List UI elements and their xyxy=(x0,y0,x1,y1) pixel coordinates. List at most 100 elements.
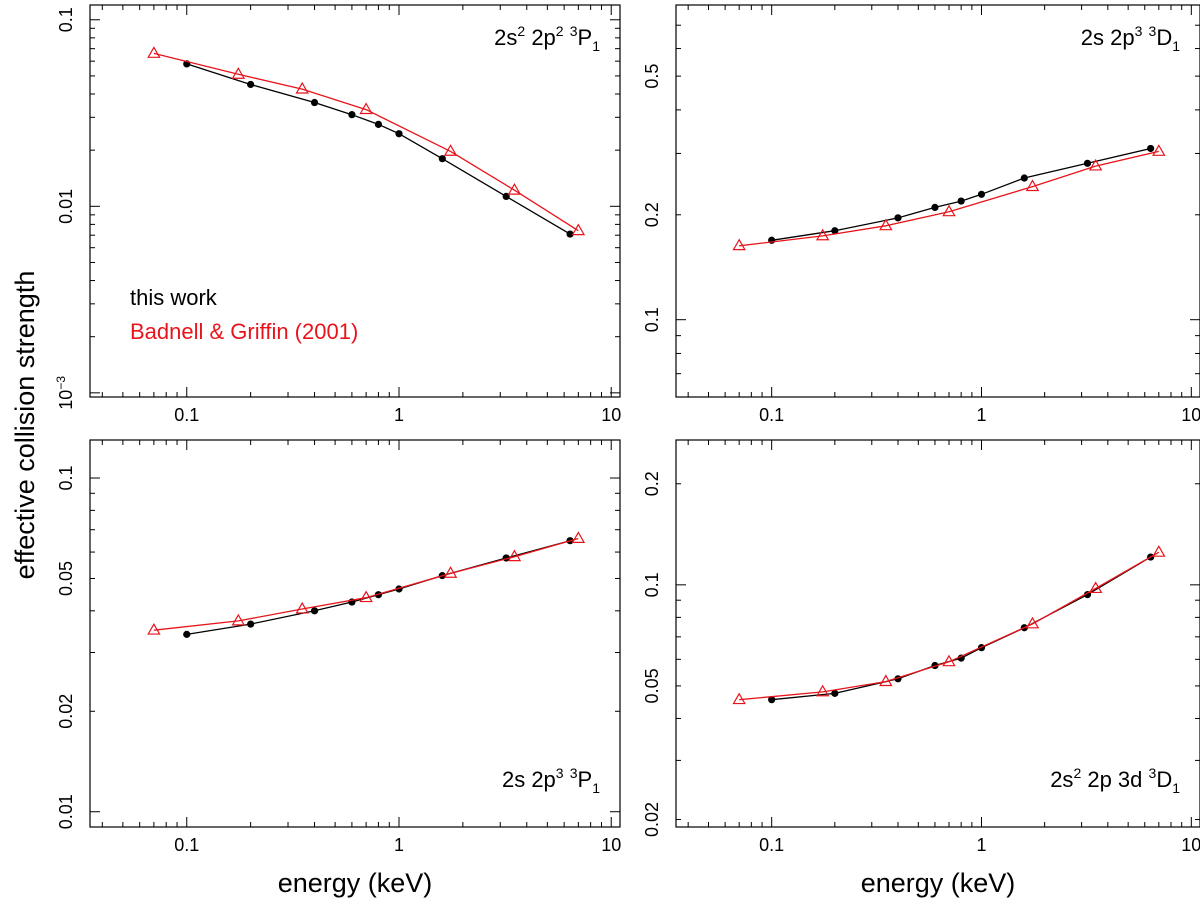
data-point xyxy=(443,566,458,578)
panel-title: 2s 2p3 3D1 xyxy=(1081,23,1180,54)
x-tick-label: 10 xyxy=(601,835,621,855)
plot-frame xyxy=(89,439,621,828)
data-point xyxy=(977,190,986,198)
x-tick-label: 0.1 xyxy=(759,835,784,855)
x-axis-label: energy (keV) xyxy=(861,868,1016,898)
data-point xyxy=(359,102,373,115)
data-point xyxy=(247,620,255,628)
panel-title-part: D xyxy=(1156,25,1172,50)
data-point xyxy=(231,67,246,79)
y-tick-label: 0.05 xyxy=(642,668,662,703)
panel-title-part: P xyxy=(578,767,593,792)
plot-frame xyxy=(675,439,1200,828)
panel-title-part: 2s 2p xyxy=(1081,25,1135,50)
data-point xyxy=(359,590,373,603)
x-tick-label: 1 xyxy=(976,835,986,855)
data-point xyxy=(147,622,161,635)
panel-title-part: 2 xyxy=(1073,765,1081,781)
series-line-1 xyxy=(739,551,1160,701)
y-tick-label: 0.1 xyxy=(56,7,76,32)
panel-title: 2s2 2p2 3P1 xyxy=(494,23,600,54)
data-point xyxy=(231,613,246,626)
panel-title-part: 2 xyxy=(517,23,525,39)
data-point xyxy=(374,120,383,128)
plot-frame xyxy=(675,4,1200,398)
y-tick-label: 0.02 xyxy=(642,802,662,837)
data-point xyxy=(957,197,965,205)
series-line-1 xyxy=(153,52,579,232)
data-point xyxy=(732,238,746,251)
data-point xyxy=(1020,174,1028,182)
panel-title-part: 3 xyxy=(570,23,578,39)
y-tick-label-exponent: −3 xyxy=(54,376,68,390)
data-point xyxy=(931,203,939,212)
panel-title-part: 3 xyxy=(1149,23,1157,39)
x-tick-label: 0.1 xyxy=(174,835,199,855)
y-tick-label: 10−3 xyxy=(54,376,76,410)
data-point xyxy=(831,689,839,697)
plot-frame xyxy=(89,4,621,398)
data-point xyxy=(295,601,309,614)
panel-title-part: 1 xyxy=(592,38,600,54)
panel-title-part: P xyxy=(578,25,593,50)
x-tick-label: 0.1 xyxy=(174,405,199,425)
panel-title-part: 2p xyxy=(525,25,556,50)
data-point xyxy=(1088,581,1103,594)
data-point xyxy=(768,696,776,704)
x-tick-label: 1 xyxy=(394,405,404,425)
data-point xyxy=(879,218,893,231)
data-point xyxy=(310,98,319,107)
x-tick-label: 10 xyxy=(1181,835,1200,855)
data-point xyxy=(247,80,255,89)
data-point xyxy=(879,674,893,687)
data-point xyxy=(443,144,458,156)
data-point xyxy=(571,531,586,543)
panel-title-part: 3 xyxy=(1135,23,1143,39)
data-point xyxy=(571,223,586,236)
panel-title-part: 2s xyxy=(1050,767,1073,792)
series-line-0 xyxy=(771,556,1151,701)
data-point xyxy=(507,549,522,562)
y-tick-label: 0.1 xyxy=(642,307,662,332)
x-tick-label: 10 xyxy=(1181,405,1200,425)
data-point xyxy=(732,692,746,705)
data-point xyxy=(183,630,191,638)
y-axis-label: effective collision strength xyxy=(10,271,40,580)
y-tick-label: 0.2 xyxy=(642,202,662,227)
panel-title-part: 1 xyxy=(1172,780,1180,796)
x-tick-label: 0.1 xyxy=(759,405,784,425)
data-point xyxy=(1147,144,1155,153)
panel-title: 2s 2p3 3P1 xyxy=(502,765,600,796)
data-point xyxy=(1088,158,1103,171)
data-point xyxy=(147,46,161,58)
legend-entry: Badnell & Griffin (2001) xyxy=(130,319,358,344)
data-point xyxy=(942,654,956,667)
x-axis-label: energy (keV) xyxy=(278,868,433,898)
x-tick-label: 1 xyxy=(394,835,404,855)
panel-title-part: D xyxy=(1156,767,1172,792)
data-point xyxy=(815,228,830,241)
series-line-1 xyxy=(739,150,1159,247)
data-point xyxy=(566,230,574,238)
panel-title-part: 3 xyxy=(570,765,578,781)
panel-title-part: 2p 3d xyxy=(1081,767,1148,792)
data-point xyxy=(942,204,956,217)
y-tick-label: 0.2 xyxy=(642,471,662,496)
data-point xyxy=(1025,616,1040,629)
panel-title-part: 3 xyxy=(556,765,564,781)
data-point xyxy=(348,111,356,119)
panel-title-part: 1 xyxy=(592,780,600,796)
y-tick-label: 0.05 xyxy=(56,561,76,596)
data-point xyxy=(1083,159,1092,167)
y-tick-label: 0.01 xyxy=(56,794,76,829)
data-point xyxy=(1152,545,1166,557)
panel-title-part: 2s xyxy=(494,25,517,50)
data-point xyxy=(831,227,839,235)
panel-title-part: 2 xyxy=(556,23,564,39)
x-tick-label: 1 xyxy=(976,405,986,425)
